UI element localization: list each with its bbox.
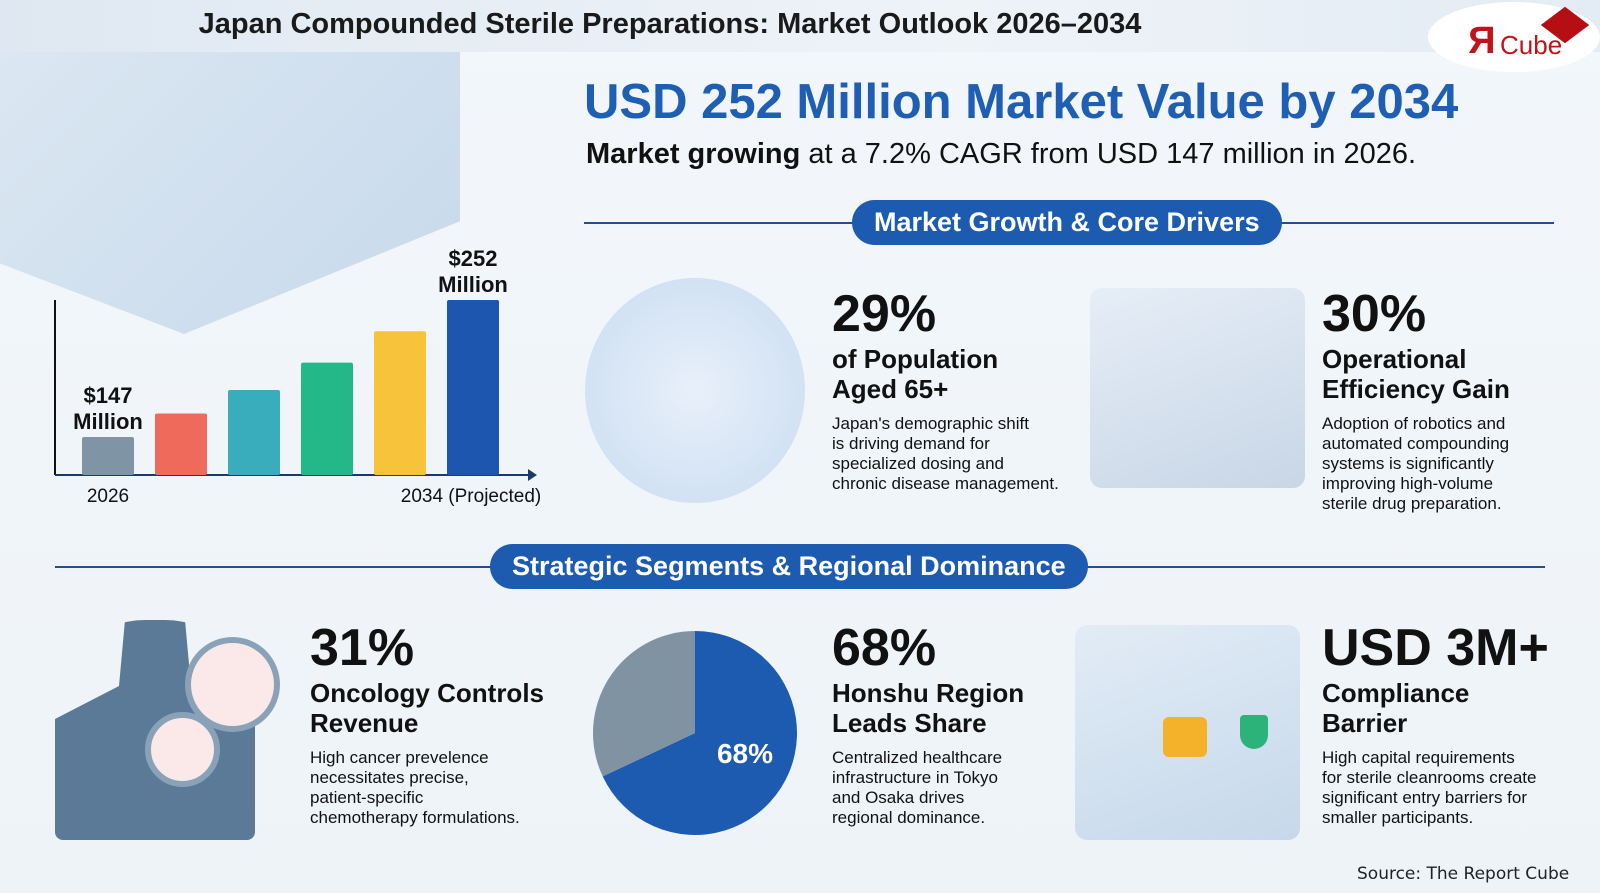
stat-heading: Barrier (1322, 708, 1408, 738)
pie-slice (593, 631, 695, 777)
stat-body: smaller participants. (1322, 808, 1474, 827)
stat-body: regional dominance. (832, 808, 986, 827)
bar-year-2 (155, 413, 207, 475)
section-market-growth: Market Growth & Core Drivers (852, 200, 1282, 245)
stat-card-compliance: USD 3M+ Compliance Barrier High capital … (1322, 618, 1549, 828)
subheadline-bold: Market growing (586, 138, 801, 170)
stat-body: significant entry barriers for (1322, 788, 1528, 807)
robotic-arms-illustration (1090, 288, 1305, 488)
stat-body: High capital requirements (1322, 748, 1515, 767)
stat-heading: Efficiency Gain (1322, 374, 1510, 404)
stat-body: chemotherapy formulations. (310, 808, 520, 827)
bar-year-4 (301, 362, 353, 475)
bar-2026 (82, 436, 134, 475)
stat-value: 30% (1322, 285, 1427, 343)
stat-body: improving high-volume (1322, 474, 1494, 493)
bar-data-label: $252 (449, 246, 498, 271)
bar-data-label: $147 (84, 383, 133, 408)
stat-body: Adoption of robotics and (1322, 414, 1506, 433)
cleanroom-lock-illustration (1075, 625, 1300, 840)
stat-value: 68% (832, 619, 937, 677)
x-tick-label: 2026 (87, 486, 129, 507)
stat-value: 31% (310, 619, 415, 677)
x-tick-label: 2034 (Projected) (401, 486, 541, 507)
stat-heading: Revenue (310, 708, 419, 738)
stat-body: infrastructure in Tokyo (832, 768, 998, 787)
stat-heading: Leads Share (832, 708, 987, 738)
x-axis-arrow (528, 469, 537, 481)
headline: USD 252 Million Market Value by 2034 (584, 75, 1459, 129)
stat-body: Japan's demographic shift (832, 414, 1029, 433)
stat-body: specialized dosing and (832, 454, 1005, 473)
stat-body: automated compounding (1322, 434, 1510, 453)
stat-value: USD 3M+ (1322, 619, 1549, 677)
stat-body: systems is significantly (1322, 454, 1494, 473)
stat-body: Centralized healthcare (832, 748, 1003, 767)
bar-year-5 (374, 331, 426, 475)
stat-body: chronic disease management. (832, 474, 1059, 493)
stat-heading: of Population (832, 344, 999, 374)
shield-check-icon (1240, 715, 1268, 749)
stat-card-oncology: 31% Oncology Controls Revenue High cance… (310, 618, 544, 828)
stat-body: and Osaka drives (832, 788, 965, 807)
market-bar-chart: 2026 2034 (Projected)$147Million$252Milli… (54, 246, 541, 507)
pie-slice (602, 631, 797, 835)
stat-card-honshu: 68% Honshu Region Leads Share Centralize… (832, 618, 1024, 828)
stat-heading: Aged 65+ (832, 374, 949, 404)
bar-data-label: Million (73, 409, 143, 434)
stat-body: High cancer prevelence (310, 748, 489, 767)
stat-card-efficiency: 30% Operational Efficiency Gain Adoption… (1322, 284, 1510, 514)
subheadline: Market growing at a 7.2% CAGR from USD 1… (586, 138, 1416, 171)
stat-heading: Compliance (1322, 678, 1470, 708)
honshu-share-pie-chart: 68% (593, 631, 797, 835)
bar-2034 (Projected) (447, 299, 499, 475)
bar-year-3 (228, 389, 280, 475)
stat-card-population: 29% of Population Aged 65+ Japan's demog… (832, 284, 1059, 494)
source-note: Source: The Report Cube (1357, 864, 1570, 884)
stat-heading: Operational (1322, 344, 1467, 374)
stat-body: sterile drug preparation. (1322, 494, 1502, 513)
stat-value: 29% (832, 285, 937, 343)
report-cube-logo: R Cube (1428, 2, 1600, 72)
padlock-icon (1163, 717, 1207, 757)
bar-data-label: Million (438, 272, 508, 297)
elderly-people-illustration (585, 278, 805, 503)
page-title: Japan Compounded Sterile Preparations: M… (198, 8, 1142, 40)
subheadline-rest: at a 7.2% CAGR from USD 147 million in 2… (800, 138, 1417, 170)
pie-slice-label: 68% (717, 738, 773, 769)
stat-body: is driving demand for (832, 434, 990, 453)
stat-heading: Oncology Controls (310, 678, 544, 708)
stat-body: necessitates precise, (310, 768, 469, 787)
magnifier-virus-icon (145, 712, 220, 787)
section-strategic-segments: Strategic Segments & Regional Dominance (490, 544, 1088, 589)
title-bar (0, 0, 1600, 52)
stat-body: for sterile cleanrooms create (1322, 768, 1537, 787)
stat-body: patient-specific (310, 788, 424, 807)
stat-heading: Honshu Region (832, 678, 1025, 708)
